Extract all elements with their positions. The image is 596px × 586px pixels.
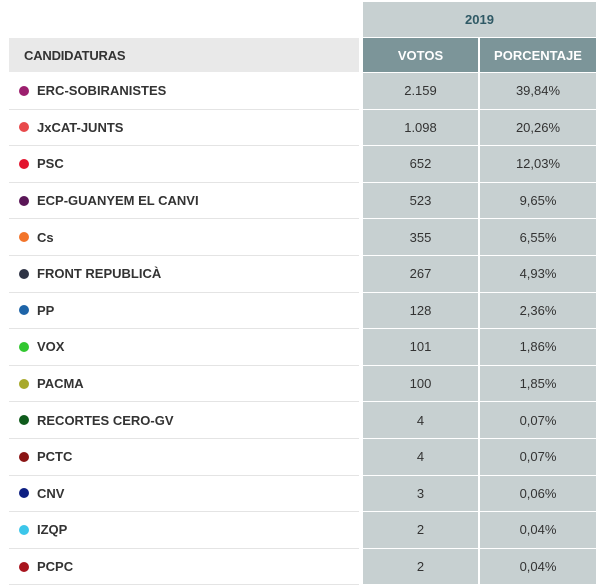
candidate-name: IZQP bbox=[37, 522, 68, 538]
candidate-name: JxCAT-JUNTS bbox=[37, 119, 124, 135]
percentage-cell: 1,86% bbox=[480, 329, 596, 366]
votes-cell: 2 bbox=[363, 512, 478, 549]
candidate-cell: VOX bbox=[9, 329, 359, 366]
party-color-dot-icon bbox=[19, 561, 29, 572]
percentage-cell: 0,06% bbox=[480, 475, 596, 513]
party-color-dot-icon bbox=[19, 378, 29, 389]
percentage-cell: 0,04% bbox=[480, 548, 596, 586]
column-header-row: CANDIDATURAS VOTOS PORCENTAJE bbox=[0, 37, 596, 73]
candidate-name: Cs bbox=[37, 229, 54, 245]
percentage-cell: 4,93% bbox=[480, 255, 596, 293]
candidate-cell: PP bbox=[9, 293, 359, 330]
votes-cell: 2 bbox=[363, 548, 478, 586]
table-row: PP 128 2,36% bbox=[0, 292, 596, 330]
candidate-name: PCTC bbox=[37, 449, 73, 465]
votes-cell: 4 bbox=[363, 402, 478, 439]
percentage-cell: 0,07% bbox=[480, 438, 596, 476]
candidate-name: ECP-GUANYEM EL CANVI bbox=[37, 193, 199, 209]
candidate-name: CNV bbox=[37, 485, 65, 501]
year-header-row: 2019 bbox=[0, 0, 596, 37]
header-porcentaje: PORCENTAJE bbox=[480, 38, 596, 72]
percentage-cell: 0,04% bbox=[480, 512, 596, 549]
party-color-dot-icon bbox=[19, 488, 29, 499]
table-row: ERC-SOBIRANISTES 2.159 39,84% bbox=[0, 73, 596, 110]
percentage-cell: 0,07% bbox=[480, 402, 596, 439]
table-row: VOX 101 1,86% bbox=[0, 329, 596, 366]
table-row: RECORTES CERO-GV 4 0,07% bbox=[0, 402, 596, 439]
header-votos: VOTOS bbox=[363, 38, 478, 72]
candidate-cell: ERC-SOBIRANISTES bbox=[9, 73, 359, 110]
party-color-dot-icon bbox=[19, 451, 29, 462]
table-row: Cs 355 6,55% bbox=[0, 219, 596, 256]
party-color-dot-icon bbox=[19, 122, 29, 133]
candidate-cell: PCTC bbox=[9, 439, 359, 476]
candidate-cell: IZQP bbox=[9, 512, 359, 549]
candidate-cell: Cs bbox=[9, 219, 359, 256]
percentage-cell: 1,85% bbox=[480, 365, 596, 403]
percentage-cell: 39,84% bbox=[480, 73, 596, 110]
header-candidaturas: CANDIDATURAS bbox=[9, 38, 359, 72]
candidate-cell: PACMA bbox=[9, 366, 359, 403]
party-color-dot-icon bbox=[19, 158, 29, 169]
candidate-name: PACMA bbox=[37, 376, 84, 392]
candidate-cell: RECORTES CERO-GV bbox=[9, 402, 359, 439]
candidate-cell: ECP-GUANYEM EL CANVI bbox=[9, 183, 359, 220]
votes-cell: 1.098 bbox=[363, 109, 478, 147]
candidate-cell: PCPC bbox=[9, 549, 359, 586]
percentage-cell: 2,36% bbox=[480, 292, 596, 330]
percentage-cell: 6,55% bbox=[480, 219, 596, 256]
candidate-name: PP bbox=[37, 302, 55, 318]
party-color-dot-icon bbox=[19, 195, 29, 206]
table-row: ECP-GUANYEM EL CANVI 523 9,65% bbox=[0, 182, 596, 220]
votes-cell: 3 bbox=[363, 475, 478, 513]
table-row: PACMA 100 1,85% bbox=[0, 365, 596, 403]
percentage-cell: 20,26% bbox=[480, 109, 596, 147]
votes-cell: 128 bbox=[363, 292, 478, 330]
votes-cell: 101 bbox=[363, 329, 478, 366]
party-color-dot-icon bbox=[19, 305, 29, 316]
candidate-name: VOX bbox=[37, 339, 65, 355]
party-color-dot-icon bbox=[19, 524, 29, 535]
votes-cell: 652 bbox=[363, 146, 478, 183]
table-body: ERC-SOBIRANISTES 2.159 39,84% JxCAT-JUNTS 1.… bbox=[0, 73, 596, 586]
table-row: JxCAT-JUNTS 1.098 20,26% bbox=[0, 109, 596, 147]
votes-cell: 2.159 bbox=[363, 73, 478, 110]
party-color-dot-icon bbox=[19, 341, 29, 352]
votes-cell: 4 bbox=[363, 438, 478, 476]
percentage-cell: 9,65% bbox=[480, 182, 596, 220]
party-color-dot-icon bbox=[19, 415, 29, 426]
candidate-cell: JxCAT-JUNTS bbox=[9, 110, 359, 147]
candidate-name: ERC-SOBIRANISTES bbox=[37, 83, 167, 99]
votes-cell: 100 bbox=[363, 365, 478, 403]
table-row: PCPC 2 0,04% bbox=[0, 548, 596, 586]
candidate-cell: PSC bbox=[9, 146, 359, 183]
votes-cell: 355 bbox=[363, 219, 478, 256]
table-row: IZQP 2 0,04% bbox=[0, 512, 596, 549]
votes-cell: 523 bbox=[363, 182, 478, 220]
party-color-dot-icon bbox=[19, 85, 29, 96]
table-row: CNV 3 0,06% bbox=[0, 475, 596, 513]
party-color-dot-icon bbox=[19, 268, 29, 279]
candidate-name: FRONT REPUBLICÀ bbox=[37, 266, 162, 282]
candidate-cell: CNV bbox=[9, 476, 359, 513]
table-row: FRONT REPUBLICÀ 267 4,93% bbox=[0, 255, 596, 293]
votes-cell: 267 bbox=[363, 255, 478, 293]
candidate-name: PCPC bbox=[37, 559, 74, 575]
table-row: PSC 652 12,03% bbox=[0, 146, 596, 183]
table-row: PCTC 4 0,07% bbox=[0, 438, 596, 476]
year-label: 2019 bbox=[363, 2, 596, 37]
percentage-cell: 12,03% bbox=[480, 146, 596, 183]
candidate-cell: FRONT REPUBLICÀ bbox=[9, 256, 359, 293]
candidate-name: RECORTES CERO-GV bbox=[37, 412, 174, 428]
candidate-name: PSC bbox=[37, 156, 64, 172]
party-color-dot-icon bbox=[19, 232, 29, 243]
